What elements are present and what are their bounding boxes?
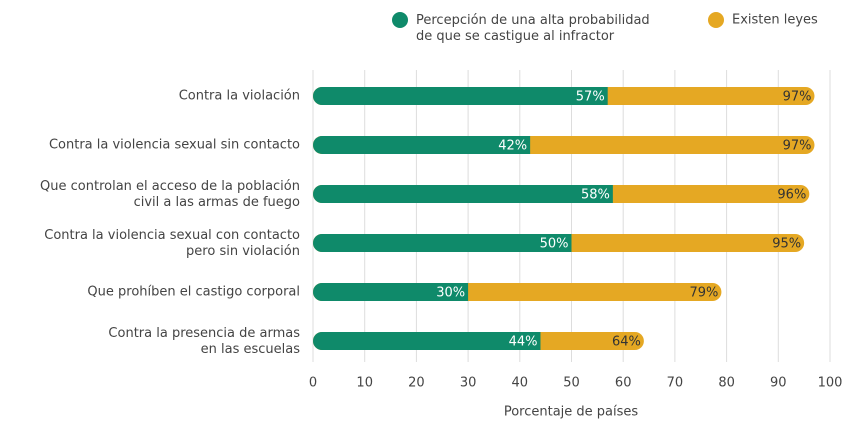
legend-label: Existen leyes	[732, 13, 818, 28]
y-tick-label: Que prohíben el castigo corporal	[87, 285, 300, 300]
data-label: 79%	[690, 286, 719, 301]
y-tick-label: Contra la violencia sexual con contacto p…	[44, 228, 300, 259]
x-tick-label: 40	[512, 376, 529, 391]
bar	[313, 87, 608, 105]
legend-marker	[392, 12, 408, 28]
x-tick-label: 100	[818, 376, 843, 391]
bar	[313, 136, 531, 154]
data-label: 42%	[498, 139, 527, 154]
x-tick-label: 70	[667, 376, 684, 391]
y-tick-label: Contra la violencia sexual sin contacto	[49, 138, 300, 153]
x-tick-label: 10	[356, 376, 373, 391]
x-tick-label: 0	[309, 376, 317, 391]
x-tick-label: 30	[460, 376, 477, 391]
bar	[313, 283, 469, 301]
x-tick-label: 60	[615, 376, 632, 391]
legend-label: Percepción de una alta probabilidad de qu…	[416, 13, 650, 44]
bar	[313, 185, 613, 203]
y-tick-label: Contra la presencia de armas en las escue…	[108, 326, 300, 357]
x-tick-label: 90	[770, 376, 787, 391]
x-axis-label: Porcentaje de países	[504, 405, 639, 420]
data-label: 44%	[509, 335, 538, 350]
legend-marker	[708, 12, 724, 28]
y-tick-label: Que controlan el acceso de la población c…	[40, 179, 300, 210]
bar	[313, 332, 541, 350]
x-tick-label: 20	[408, 376, 425, 391]
bar	[313, 234, 572, 252]
data-label: 64%	[612, 335, 641, 350]
x-tick-label: 50	[563, 376, 580, 391]
data-label: 96%	[777, 188, 806, 203]
data-label: 97%	[783, 90, 812, 105]
data-label: 30%	[436, 286, 465, 301]
data-label: 97%	[783, 139, 812, 154]
data-label: 58%	[581, 188, 610, 203]
data-label: 95%	[772, 237, 801, 252]
y-tick-label: Contra la violación	[179, 89, 300, 104]
data-label: 57%	[576, 90, 605, 105]
x-tick-label: 80	[718, 376, 735, 391]
data-label: 50%	[540, 237, 569, 252]
